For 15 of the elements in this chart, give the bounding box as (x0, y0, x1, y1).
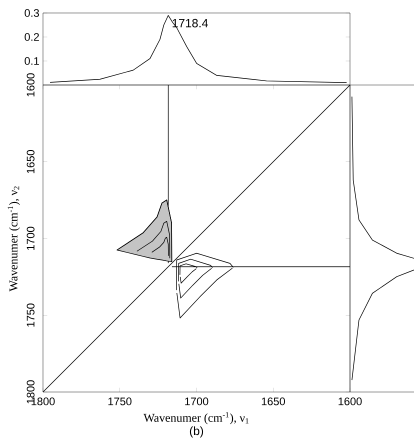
x-axis-title: Wavenumer (cm$^{-1}$), ν$_{1}$ (144, 412, 249, 424)
x-tick-label: 1600 (338, 398, 362, 406)
annotation: 1718.4 (172, 18, 208, 28)
y-tick-label: 0.3 (24, 9, 39, 17)
x-tick-label: 1750 (108, 398, 132, 406)
y-tick-label: 1750 (26, 304, 34, 327)
y-tick-label: 1600 (26, 73, 34, 96)
x-tick-label: 1700 (185, 398, 208, 406)
y-tick-label: 1700 (26, 226, 34, 250)
y-tick-label: 0.1 (24, 57, 39, 65)
y-tick-label: 0.2 (24, 33, 39, 41)
y-axis-title: Wavenumer (cm$^{-1}$), ν$_{2}$ (8, 186, 20, 292)
text: (b) (190, 426, 204, 438)
y-tick-label: 1650 (26, 150, 34, 174)
x-tick-label: 1650 (262, 398, 285, 406)
